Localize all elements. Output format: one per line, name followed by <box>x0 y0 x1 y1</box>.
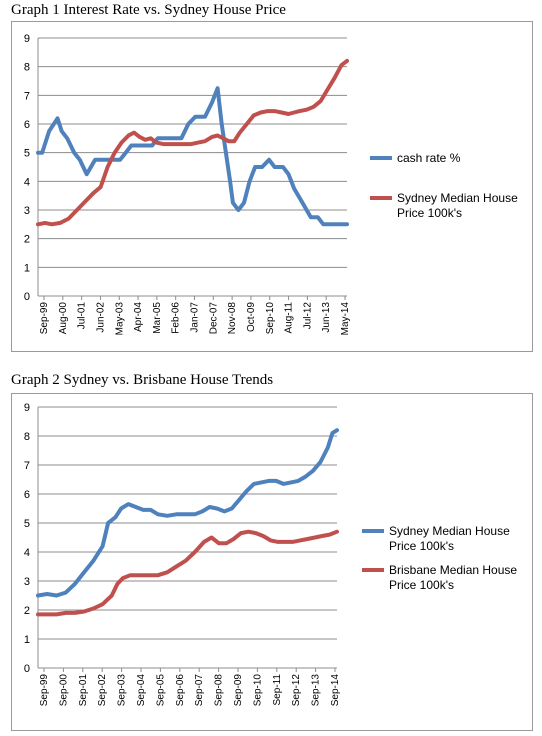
y-tick-label: 7 <box>24 90 30 102</box>
x-tick-label: Sep-10 <box>265 302 276 335</box>
x-tick-label: Jul-12 <box>302 302 313 330</box>
legend-label-1: Sydney Median House Price 100k's <box>397 191 518 220</box>
y-tick-label: 1 <box>24 262 30 274</box>
x-tick-label: Jun-13 <box>321 302 332 333</box>
x-tick-label: May-14 <box>340 302 351 336</box>
graph2-frame <box>11 393 533 731</box>
x-tick-label: Sep-99 <box>39 302 50 335</box>
series-line-0 <box>36 86 349 227</box>
x-tick-label: Oct-09 <box>246 302 257 332</box>
y-tick-label: 9 <box>24 33 30 45</box>
y-tick-label: 3 <box>24 205 30 217</box>
y-tick-label: 8 <box>24 62 30 74</box>
x-tick-label: Jan-07 <box>190 302 201 333</box>
y-tick-label: 2 <box>24 234 30 246</box>
y-tick-label: 4 <box>24 176 30 188</box>
graph1-frame <box>11 21 533 352</box>
y-tick-label: 6 <box>24 119 30 131</box>
graph2-title: Graph 2 Sydney vs. Brisbane House Trends <box>11 372 274 388</box>
x-tick-label: Dec-07 <box>208 302 219 335</box>
legend-label-0: cash rate % <box>397 151 461 165</box>
y-tick-label: 5 <box>24 148 30 160</box>
x-tick-label: Apr-04 <box>133 302 144 332</box>
x-tick-label: May-03 <box>114 302 125 336</box>
x-tick-label: Mar-05 <box>152 302 163 334</box>
x-tick-label: Feb-06 <box>171 302 182 334</box>
y-tick-label: 0 <box>24 291 30 303</box>
x-tick-label: Nov-08 <box>227 302 238 335</box>
x-tick-label: Jun-02 <box>95 302 106 333</box>
x-tick-label: Aug-11 <box>284 302 295 334</box>
graph1-title: Graph 1 Interest Rate vs. Sydney House P… <box>11 2 286 18</box>
x-tick-label: Aug-00 <box>58 302 69 335</box>
x-tick-label: Jul-01 <box>77 302 88 330</box>
series-line-1 <box>36 58 349 227</box>
